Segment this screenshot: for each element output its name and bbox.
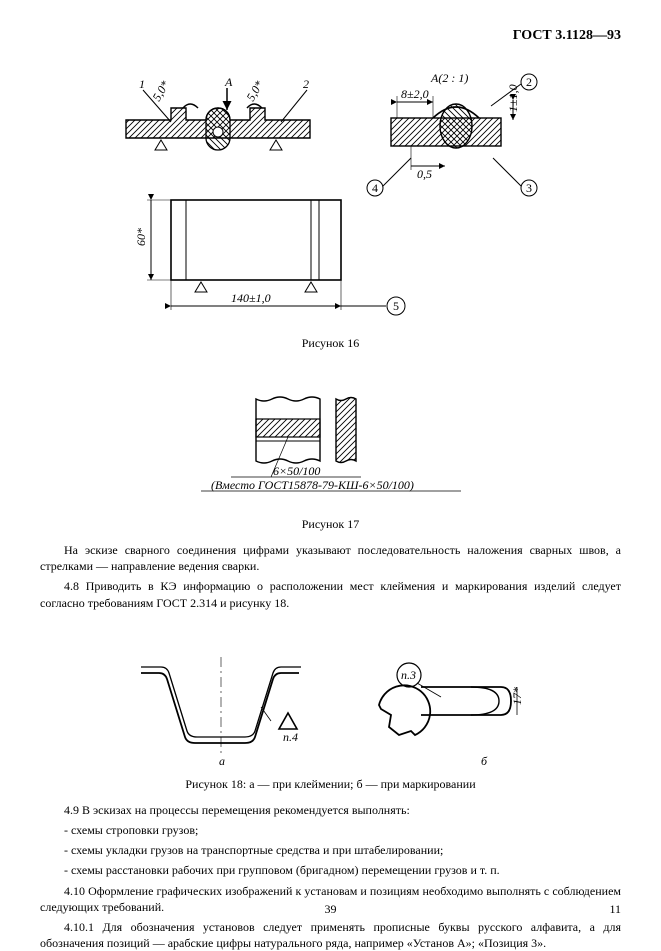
fig18-left: п.4 а: [141, 657, 301, 768]
fig16-caption: Рисунок 16: [40, 336, 621, 351]
mark-p3: п.3: [401, 668, 416, 682]
dim-60: 60*: [134, 228, 148, 246]
fig17-right-part: [336, 398, 356, 463]
callout-1: 1: [139, 77, 145, 91]
figure-18-svg: п.4 а п.3 17* б: [121, 651, 541, 771]
detail-title: А(2 : 1): [430, 71, 468, 85]
figure-17-svg: 6×50/100 (Вместо ГОСТ15878-79-КШ-6×50/10…: [201, 391, 461, 511]
standard-code: ГОСТ 3.1128—93: [513, 28, 621, 44]
dim-140: 140±1,0: [231, 291, 271, 305]
footer: 39 11: [0, 902, 661, 918]
fig17-left-part: [256, 397, 320, 463]
page: ГОСТ 3.1128—93 1 2: [0, 0, 661, 936]
dim-17: 17*: [510, 687, 524, 705]
para-4-9a: - схемы строповки грузов;: [40, 822, 621, 838]
page-number-right: 11: [609, 902, 621, 917]
fig18-caption: Рисунок 18: а — при клеймении; б — при м…: [40, 777, 621, 792]
callout-c3: 3: [526, 181, 532, 195]
callout-c4: 4: [372, 181, 378, 195]
para-weld-note: На эскизе сварного соединения цифрами ук…: [40, 542, 621, 574]
fig16-top-left: 1 2 А 5,0* 5,0*: [126, 75, 310, 150]
mark-p4: п.4: [283, 730, 298, 744]
label-a: а: [219, 754, 225, 768]
figure-17: 6×50/100 (Вместо ГОСТ15878-79-КШ-6×50/10…: [40, 391, 621, 532]
callout-5: 5: [393, 299, 399, 313]
fig16-top-right: А(2 : 1) 2 3 4 8±2,0: [367, 71, 537, 196]
callout-2: 2: [303, 77, 309, 91]
callout-c2: 2: [526, 75, 532, 89]
dim-8: 8±2,0: [401, 87, 429, 101]
fig16-bottom: 60* 140±1,0 5: [134, 200, 405, 315]
para-4-10-1: 4.10.1 Для обозначения установов следует…: [40, 919, 621, 951]
para-4-9: 4.9 В эскизах на процессы перемещения ре…: [40, 802, 621, 818]
fig18-right: п.3 17* б: [379, 663, 524, 768]
dim-05: 0,5: [417, 167, 432, 181]
page-number-center: 39: [325, 902, 337, 917]
fig17-caption: Рисунок 17: [40, 517, 621, 532]
para-4-8: 4.8 Приводить в КЭ информацию о располож…: [40, 578, 621, 610]
label-b: б: [481, 754, 488, 768]
dim-1: 1±1,0: [506, 84, 520, 112]
view-marker-a: А: [224, 75, 233, 89]
fig17-note: (Вместо ГОСТ15878-79-КШ-6×50/100): [211, 478, 414, 492]
fig17-dim: 6×50/100: [273, 464, 320, 478]
figure-16: 1 2 А 5,0* 5,0*: [40, 70, 621, 351]
dim-50-left: 5,0*: [149, 78, 172, 103]
figure-16-svg: 1 2 А 5,0* 5,0*: [111, 70, 551, 330]
para-4-9b: - схемы укладки грузов на транспортные с…: [40, 842, 621, 858]
dim-50-right: 5,0*: [243, 78, 266, 103]
para-4-9c: - схемы расстановки рабочих при группово…: [40, 862, 621, 878]
figure-18: п.4 а п.3 17* б Рисунок 18: а — при клей…: [40, 651, 621, 792]
